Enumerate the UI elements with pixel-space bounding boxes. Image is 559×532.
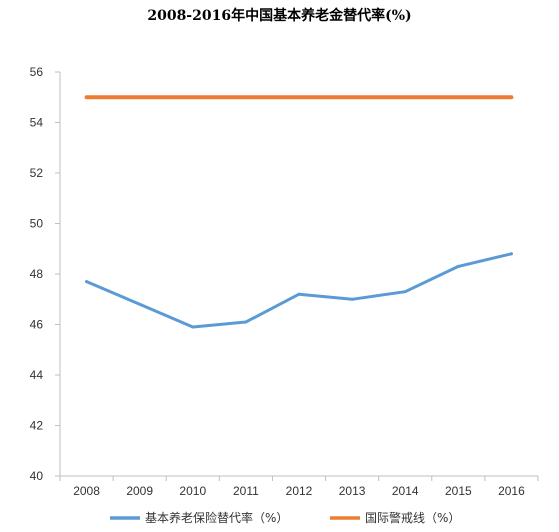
series-0-point — [509, 252, 513, 256]
series-1-point — [350, 95, 354, 99]
y-tick-label: 52 — [30, 166, 44, 180]
y-tick-label: 48 — [30, 267, 44, 281]
y-tick-label: 46 — [30, 318, 44, 332]
series-1-point — [244, 95, 248, 99]
series-1-point — [138, 95, 142, 99]
series-1-point — [403, 95, 407, 99]
series-0-point — [85, 280, 89, 284]
series-line-0 — [85, 252, 513, 329]
x-tick-label: 2010 — [179, 484, 206, 498]
series-0-point — [244, 320, 248, 324]
series-0-point — [403, 290, 407, 294]
x-tick-label: 2015 — [445, 484, 472, 498]
x-tick-label: 2016 — [498, 484, 525, 498]
y-axis-ticks: 40 42 44 46 48 50 52 54 56 — [30, 65, 60, 483]
y-tick-label: 40 — [30, 469, 44, 483]
legend: 基本养老保险替代率（%） 国际警戒线（%） — [110, 510, 460, 525]
series-0-point — [456, 264, 460, 268]
x-tick-label: 2014 — [392, 484, 419, 498]
legend-label-0: 基本养老保险替代率（%） — [145, 510, 288, 525]
series-0-point — [297, 292, 301, 296]
x-tick-label: 2011 — [233, 484, 259, 498]
legend-label-1: 国际警戒线（%） — [365, 510, 460, 525]
series-0-point — [138, 302, 142, 306]
series-0-point — [191, 325, 195, 329]
y-tick-label: 50 — [30, 217, 44, 231]
series-1-point — [297, 95, 301, 99]
y-tick-label: 42 — [30, 419, 44, 433]
series-1-point — [191, 95, 195, 99]
series-1-point — [509, 95, 513, 99]
x-tick-label: 2009 — [126, 484, 153, 498]
series-0-point — [350, 297, 354, 301]
y-tick-label: 56 — [30, 65, 44, 79]
y-tick-label: 44 — [30, 368, 44, 382]
x-axis-ticks: 2008 2009 2010 2011 2012 2013 2014 2015 2016 — [59, 476, 539, 498]
x-tick-label: 2012 — [286, 484, 313, 498]
x-tick-label: 2013 — [339, 484, 366, 498]
series-layer — [84, 95, 514, 329]
chart-title: 2008-2016年中国基本养老金替代率(%) — [147, 8, 412, 24]
series-1-point — [85, 95, 89, 99]
x-tick-label: 2008 — [73, 484, 100, 498]
y-tick-label: 54 — [30, 116, 44, 130]
series-1-point — [456, 95, 460, 99]
